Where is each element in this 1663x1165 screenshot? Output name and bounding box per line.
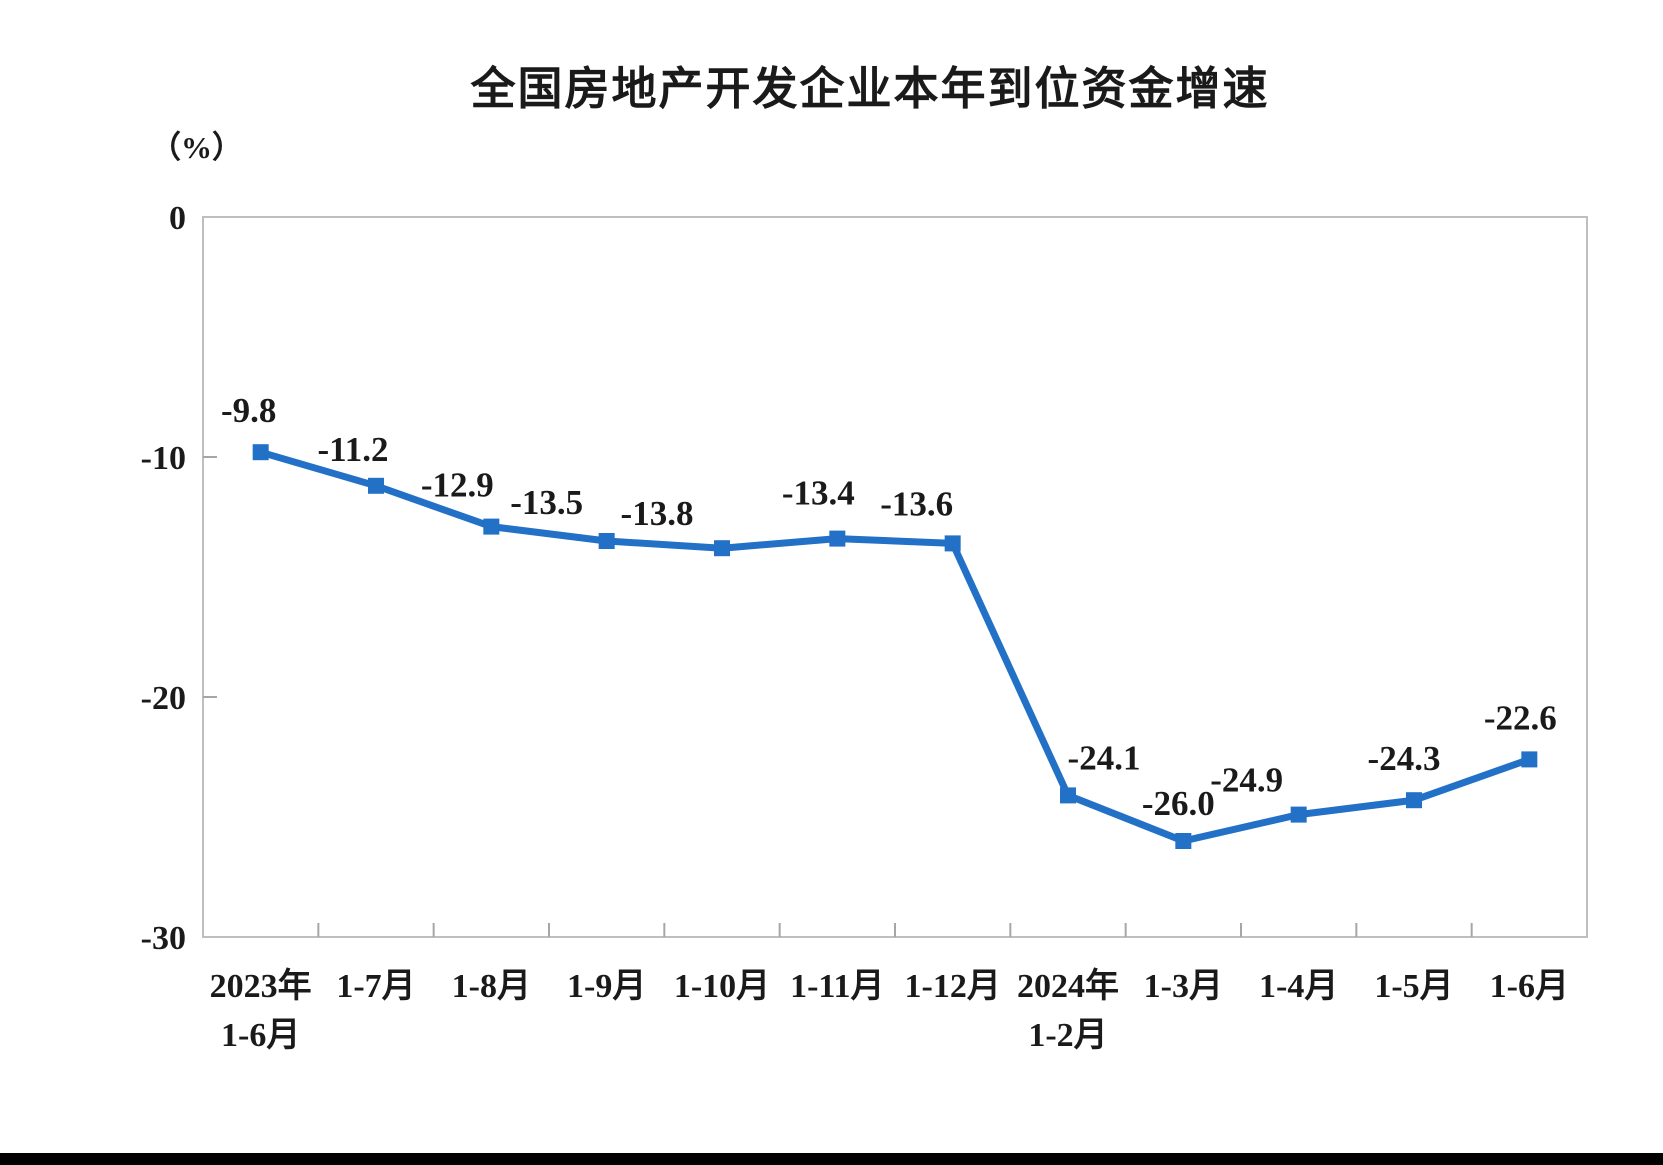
data-point-label: -13.6 (880, 484, 953, 523)
x-axis-label: 1-5月 (1374, 968, 1453, 1005)
x-axis-label: 2024年 (1017, 967, 1119, 1005)
data-point-label: -13.8 (621, 494, 694, 533)
data-point-label: -24.9 (1210, 761, 1283, 800)
data-point-label: -11.2 (318, 430, 389, 469)
x-axis-label: 1-10月 (674, 968, 770, 1005)
x-axis-label: 1-8月 (452, 968, 531, 1005)
data-point-marker (1060, 787, 1076, 804)
y-axis-label: -20 (141, 680, 186, 717)
data-point-marker (252, 444, 269, 461)
y-axis-label: -30 (141, 920, 186, 957)
x-axis-label: 1-11月 (790, 968, 884, 1005)
data-point-label: -13.4 (782, 474, 855, 513)
data-point-label: -22.6 (1484, 698, 1557, 737)
x-axis-label: 1-6月 (221, 1017, 300, 1054)
y-axis-unit-label: （%） (150, 130, 243, 165)
x-axis-label: 2023年 (210, 967, 312, 1005)
x-axis-label: 1-7月 (336, 968, 415, 1005)
data-point-marker (483, 518, 500, 535)
data-point-label: -13.5 (510, 483, 583, 522)
data-point-label: -9.8 (221, 391, 276, 430)
x-axis-label: 1-9月 (567, 968, 646, 1005)
data-point-marker (1406, 792, 1422, 809)
data-point-marker (1521, 751, 1538, 768)
y-axis-label: -10 (141, 440, 186, 477)
data-point-marker (829, 530, 846, 547)
data-point-marker (368, 477, 384, 494)
data-point-label: -24.3 (1368, 739, 1441, 778)
data-point-label: -12.9 (421, 466, 494, 505)
chart-title: 全国房地产开发企业本年到位资金增速 (470, 63, 1270, 114)
plot-border (202, 216, 1588, 938)
x-axis-label: 1-2月 (1028, 1017, 1107, 1054)
y-axis-label: 0 (169, 200, 186, 237)
data-point-marker (1290, 806, 1307, 823)
data-point-label: -24.1 (1068, 738, 1141, 777)
x-axis-label: 1-3月 (1144, 968, 1223, 1005)
data-point-marker (1175, 833, 1192, 849)
x-axis-label: 1-4月 (1259, 968, 1338, 1005)
data-line (257, 448, 1533, 845)
data-point-marker (944, 535, 961, 552)
x-axis-label: 1-12月 (905, 968, 1001, 1005)
data-point-marker (598, 533, 615, 549)
x-axis-label: 1-6月 (1490, 968, 1569, 1005)
data-point-marker (714, 540, 730, 557)
bottom-bar (0, 1153, 1663, 1165)
data-point-label: -26.0 (1142, 784, 1215, 823)
